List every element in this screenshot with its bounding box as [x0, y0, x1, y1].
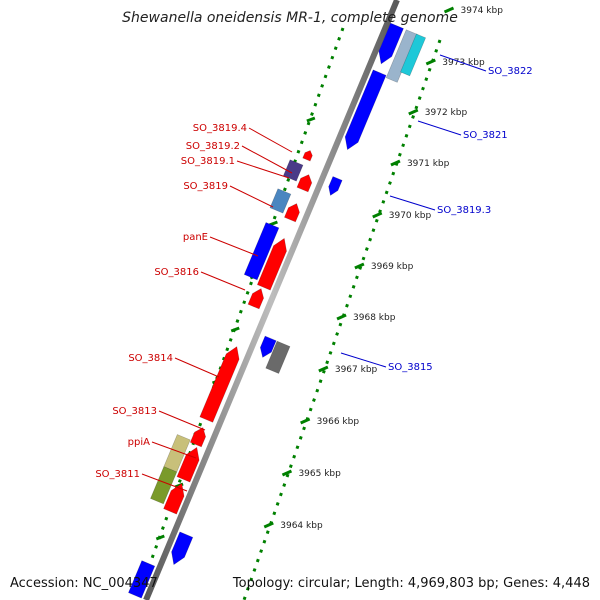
gene-label-left[interactable]: SO_3814 [128, 353, 173, 364]
gene-feature-so3821[interactable] [344, 69, 387, 151]
accession-text: Accession: NC_004347 [10, 576, 158, 591]
kbp-tick-mark [372, 211, 383, 219]
gene-label-left[interactable]: SO_3819 [183, 181, 228, 192]
gene-label-left[interactable]: SO_3813 [112, 406, 157, 417]
gene-feature-so3819-3[interactable] [328, 176, 343, 196]
kbp-tick-label: 3974 kbp [461, 6, 504, 16]
label-leader-line [174, 357, 220, 378]
gene-label-left[interactable]: SO_3816 [154, 267, 199, 278]
gene-label-left[interactable]: SO_3811 [95, 469, 140, 480]
label-leaders [141, 54, 487, 492]
kbp-tick-label: 3972 kbp [425, 108, 468, 118]
gene-label-left[interactable]: panE [183, 232, 208, 243]
gene-feature-so3816[interactable] [256, 237, 287, 291]
label-leader-line [248, 127, 293, 153]
map-title: Shewanella oneidensis MR-1, complete gen… [122, 10, 458, 26]
outer-tick-mark [155, 534, 165, 541]
gene-feature-so3822[interactable] [378, 22, 404, 65]
gene-label-left[interactable]: ppiA [128, 437, 150, 448]
gene-feature-so3815-box[interactable] [265, 340, 291, 374]
gene-feature-so3819-box[interactable] [269, 188, 292, 214]
gene-label-right[interactable]: SO_3822 [488, 66, 533, 77]
label-leader-line [389, 195, 436, 211]
kbp-tick-mark [336, 313, 347, 321]
kbp-tick-label: 3971 kbp [407, 159, 450, 169]
label-leader-line [236, 160, 290, 179]
gene-feature-rev-2[interactable] [128, 560, 156, 599]
label-leader-line [241, 145, 293, 174]
gene-feature-so3819[interactable] [284, 203, 300, 223]
label-leader-line [200, 271, 246, 291]
kbp-tick-label: 3969 kbp [371, 262, 414, 272]
gene-label-left[interactable]: SO_3819.1 [181, 156, 235, 167]
label-leader-line [151, 441, 197, 459]
kbp-ticks: 3964 kbp 3965 kbp 3966 kbp 3967 kbp 3968 kbp… [155, 6, 504, 541]
gene-feature-so3811[interactable] [163, 482, 185, 515]
kbp-tick-mark [281, 469, 293, 477]
kbp-tick-label: 3967 kbp [335, 365, 378, 375]
label-leader-line [229, 185, 274, 208]
genome-summary-text: Topology: circular; Length: 4,969,803 bp… [232, 576, 590, 591]
label-leader-line [439, 54, 487, 72]
label-leader-line [141, 473, 188, 492]
label-leader-line [158, 410, 206, 431]
kbp-tick-label: 3965 kbp [298, 469, 341, 479]
outer-guide-line [135, 27, 345, 600]
kbp-tick-mark [300, 417, 311, 425]
genome-backbone [143, 0, 400, 600]
gene-feature-so3815[interactable] [259, 335, 277, 358]
kbp-tick-mark [318, 365, 329, 373]
label-leader-line [340, 352, 387, 368]
gene-feature-so3816-small[interactable] [247, 288, 264, 310]
gene-label-right[interactable]: SO_3815 [388, 362, 433, 373]
gene-feature-so3819-1[interactable] [296, 174, 313, 193]
gene-feature-so3813[interactable] [189, 427, 206, 448]
kbp-tick-mark [443, 6, 455, 14]
gene-feature-so3822-box[interactable] [385, 29, 418, 83]
kbp-tick-mark [390, 159, 401, 167]
gene-feature-so3819-2[interactable] [302, 150, 313, 162]
kbp-tick-label: 3968 kbp [353, 313, 396, 323]
kbp-tick-mark [425, 58, 436, 66]
label-leader-line [417, 120, 462, 136]
label-leader-line [209, 236, 259, 257]
gene-label-left[interactable]: SO_3819.4 [193, 123, 247, 134]
gene-label-left[interactable]: SO_3819.2 [186, 141, 240, 152]
gene-feature-so3819-1-box[interactable] [282, 159, 304, 182]
outer-tick-mark [306, 116, 316, 123]
gene-feature-ppia[interactable] [176, 446, 200, 483]
kbp-tick-mark [263, 521, 274, 529]
kbp-tick-mark [408, 108, 419, 116]
gene-features [128, 22, 427, 599]
gene-feature-ppia-alt[interactable] [163, 434, 191, 473]
kbp-tick-mark [354, 262, 365, 270]
gene-feature-so3822-cyan[interactable] [400, 33, 427, 77]
kbp-tick-label: 3964 kbp [280, 521, 323, 531]
gene-feature-pane[interactable] [243, 222, 280, 281]
kbp-tick-label: 3966 kbp [317, 417, 360, 427]
outer-tick-mark [230, 326, 240, 333]
gene-label-right[interactable]: SO_3821 [463, 130, 508, 141]
gene-feature-so3814[interactable] [199, 346, 240, 423]
gene-feature-rev-1[interactable] [171, 531, 194, 566]
gene-label-right[interactable]: SO_3819.3 [437, 205, 491, 216]
kbp-tick-label: 3970 kbp [389, 211, 432, 221]
gene-labels: SO_3819.4 SO_3819.2 SO_3819.1 SO_3819 panE SO… [95, 66, 532, 480]
